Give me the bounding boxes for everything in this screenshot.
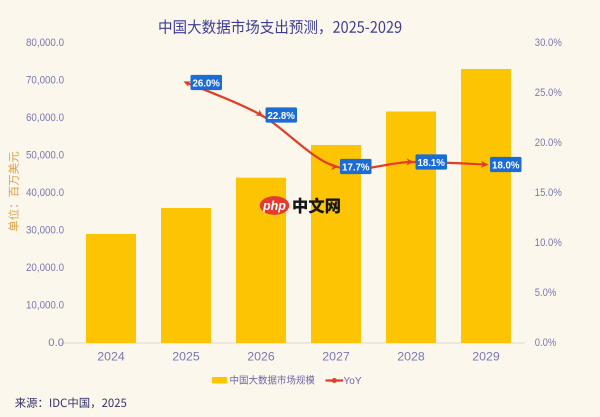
svg-text:20,000.0: 20,000.0 xyxy=(26,262,64,274)
svg-text:26.0%: 26.0% xyxy=(192,78,220,89)
svg-text:2028: 2028 xyxy=(397,349,425,363)
svg-text:2024: 2024 xyxy=(97,349,125,363)
svg-text:22.8%: 22.8% xyxy=(267,111,295,122)
svg-text:20.0%: 20.0% xyxy=(535,137,562,149)
svg-text:php: php xyxy=(262,199,286,213)
svg-text:YoY: YoY xyxy=(344,376,362,387)
svg-text:10,000.0: 10,000.0 xyxy=(26,299,64,311)
svg-text:2027: 2027 xyxy=(322,349,350,363)
svg-text:30,000.0: 30,000.0 xyxy=(26,224,64,236)
svg-text:70,000.0: 70,000.0 xyxy=(26,74,64,86)
svg-text:2029: 2029 xyxy=(472,349,500,363)
svg-text:5.0%: 5.0% xyxy=(535,287,557,299)
svg-text:25.0%: 25.0% xyxy=(535,87,562,99)
svg-text:2025: 2025 xyxy=(172,349,200,363)
svg-text:15.0%: 15.0% xyxy=(535,187,562,199)
svg-text:17.7%: 17.7% xyxy=(342,162,370,173)
svg-text:0.0%: 0.0% xyxy=(535,337,557,349)
svg-text:10.0%: 10.0% xyxy=(535,237,562,249)
svg-text:60,000.0: 60,000.0 xyxy=(26,112,64,124)
svg-text:2026: 2026 xyxy=(247,349,275,363)
svg-text:30.0%: 30.0% xyxy=(535,37,562,49)
svg-text:80,000.0: 80,000.0 xyxy=(26,37,64,49)
svg-text:40,000.0: 40,000.0 xyxy=(26,187,64,199)
svg-text:0.0: 0.0 xyxy=(48,337,64,349)
svg-text:18.0%: 18.0% xyxy=(492,160,520,171)
svg-text:18.1%: 18.1% xyxy=(417,158,445,169)
svg-text:50,000.0: 50,000.0 xyxy=(26,149,64,161)
